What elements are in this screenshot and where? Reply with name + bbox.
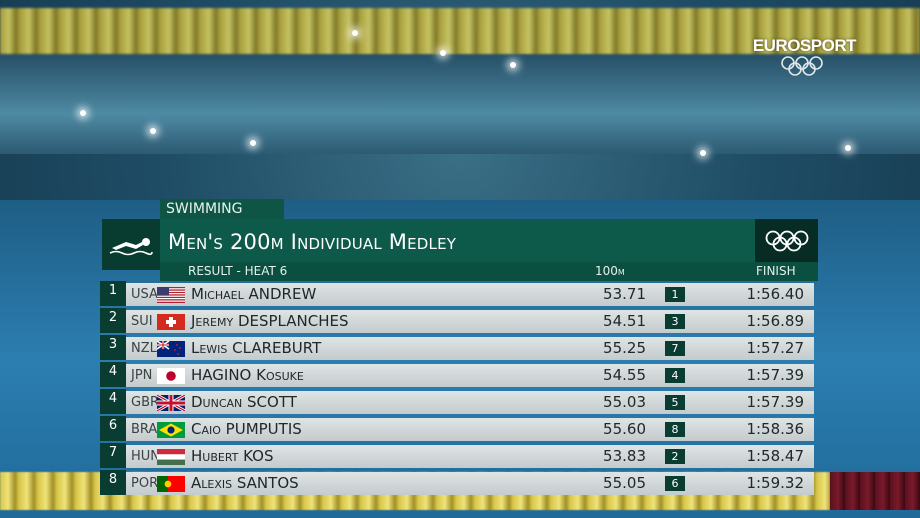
rank-badge: 6 (100, 416, 126, 441)
result-row-body: USA Michael ANDREW 53.71 1 1:56.40 (126, 283, 814, 306)
olympic-rings-icon (765, 230, 808, 251)
athlete-name: Hubert KOS (191, 447, 274, 465)
result-row: 4 GBR Duncan SCOTT 55.03 5 1:57.39 (100, 389, 818, 416)
finish-time: 1:57.27 (746, 339, 804, 357)
split-rank-badge: 2 (665, 449, 685, 464)
result-row-body: POR Alexis SANTOS 55.05 6 1:59.32 (126, 472, 814, 495)
rank-badge: 1 (100, 281, 126, 306)
result-row-body: HUN Hubert KOS 53.83 2 1:58.47 (126, 445, 814, 468)
split-rank-badge: 5 (665, 395, 685, 410)
great-britain-flag-icon (157, 395, 185, 411)
split-rank-badge: 6 (665, 476, 685, 491)
result-row: 3 NZL Lewis CLAREBURT 55.25 7 1:57.27 (100, 335, 818, 362)
sport-label: SWIMMING (160, 199, 284, 219)
broadcaster-logo: EUROSPORT (752, 36, 857, 56)
split-rank-badge: 7 (665, 341, 685, 356)
country-code: BRA (131, 422, 158, 437)
lane-rope-top (0, 8, 920, 54)
split-column-header: 100m (595, 264, 625, 278)
result-label: RESULT - HEAT 6 (188, 264, 288, 278)
result-row: 1 USA Michael ANDREW 53.71 1 1:56.40 (100, 281, 818, 308)
result-row-body: GBR Duncan SCOTT 55.03 5 1:57.39 (126, 391, 814, 414)
country-code: HUN (131, 449, 161, 464)
new-zealand-flag-icon (157, 341, 185, 357)
athlete-name: Lewis CLAREBURT (191, 339, 322, 357)
split-rank-badge: 3 (665, 314, 685, 329)
hungary-flag-icon (157, 449, 185, 465)
result-row: 6 BRA Caio PUMPUTIS 55.60 8 1:58.36 (100, 416, 818, 443)
split-time: 54.55 (603, 366, 646, 384)
athlete-name: Michael ANDREW (191, 285, 317, 303)
result-row: 2 SUI Jeremy DESPLANCHES 54.51 3 1:56.89 (100, 308, 818, 335)
light-sparkle (510, 62, 516, 68)
split-time: 55.05 (603, 474, 646, 492)
country-code: SUI (131, 314, 153, 329)
lane-rope-bottom-red (830, 472, 920, 510)
light-sparkle (845, 145, 851, 151)
rank-badge: 3 (100, 335, 126, 360)
sport-icon-box (102, 219, 160, 270)
light-sparkle (150, 128, 156, 134)
split-rank-badge: 1 (665, 287, 685, 302)
rank-badge: 7 (100, 443, 126, 468)
result-row-body: SUI Jeremy DESPLANCHES 54.51 3 1:56.89 (126, 310, 814, 333)
rank-badge: 8 (100, 470, 126, 495)
athlete-name: HAGINO Kosuke (191, 366, 304, 384)
finish-time: 1:56.40 (746, 285, 804, 303)
finish-time: 1:57.39 (746, 393, 804, 411)
finish-time: 1:58.36 (746, 420, 804, 438)
results-table: 1 USA Michael ANDREW 53.71 1 1:56.40 2 S… (100, 281, 818, 497)
results-subheader: RESULT - HEAT 6 100m FINISH (160, 262, 818, 281)
light-sparkle (80, 110, 86, 116)
split-time: 55.03 (603, 393, 646, 411)
country-code: GBR (131, 395, 160, 410)
finish-time: 1:56.89 (746, 312, 804, 330)
result-row: 4 JPN HAGINO Kosuke 54.55 4 1:57.39 (100, 362, 818, 389)
rank-badge: 4 (100, 389, 126, 414)
switzerland-flag-icon (157, 314, 185, 330)
light-sparkle (250, 140, 256, 146)
broadcaster-logo-text: EUROSPORT (752, 36, 857, 55)
olympic-logo-box (755, 219, 818, 262)
finish-time: 1:58.47 (746, 447, 804, 465)
finish-time: 1:57.39 (746, 366, 804, 384)
usa-flag-icon (157, 287, 185, 303)
result-row: 7 HUN Hubert KOS 53.83 2 1:58.47 (100, 443, 818, 470)
country-code: USA (131, 287, 158, 302)
water-surface (0, 54, 920, 154)
split-time: 53.83 (603, 447, 646, 465)
light-sparkle (700, 150, 706, 156)
athlete-name: Alexis SANTOS (191, 474, 299, 492)
split-rank-badge: 8 (665, 422, 685, 437)
portugal-flag-icon (157, 476, 185, 492)
rank-badge: 4 (100, 362, 126, 387)
split-time: 55.25 (603, 339, 646, 357)
athlete-name: Jeremy DESPLANCHES (191, 312, 349, 330)
light-sparkle (440, 50, 446, 56)
result-row-body: NZL Lewis CLAREBURT 55.25 7 1:57.27 (126, 337, 814, 360)
athlete-name: Duncan SCOTT (191, 393, 297, 411)
swimmer-icon (109, 237, 153, 255)
result-row: 8 POR Alexis SANTOS 55.05 6 1:59.32 (100, 470, 818, 497)
country-code: POR (131, 476, 159, 491)
rank-badge: 2 (100, 308, 126, 333)
japan-flag-icon (157, 368, 185, 384)
result-row-body: BRA Caio PUMPUTIS 55.60 8 1:58.36 (126, 418, 814, 441)
split-rank-badge: 4 (665, 368, 685, 383)
split-time: 55.60 (603, 420, 646, 438)
finish-column-header: FINISH (756, 264, 796, 278)
event-title: Men's 200m Individual Medley (168, 230, 457, 254)
split-time: 53.71 (603, 285, 646, 303)
event-title-bar (102, 219, 818, 262)
country-code: NZL (131, 341, 157, 356)
split-time: 54.51 (603, 312, 646, 330)
result-row-body: JPN HAGINO Kosuke 54.55 4 1:57.39 (126, 364, 814, 387)
brazil-flag-icon (157, 422, 185, 438)
athlete-name: Caio PUMPUTIS (191, 420, 302, 438)
country-code: JPN (131, 368, 153, 383)
finish-time: 1:59.32 (746, 474, 804, 492)
light-sparkle (352, 30, 358, 36)
broadcaster-rings-icon (781, 56, 823, 76)
